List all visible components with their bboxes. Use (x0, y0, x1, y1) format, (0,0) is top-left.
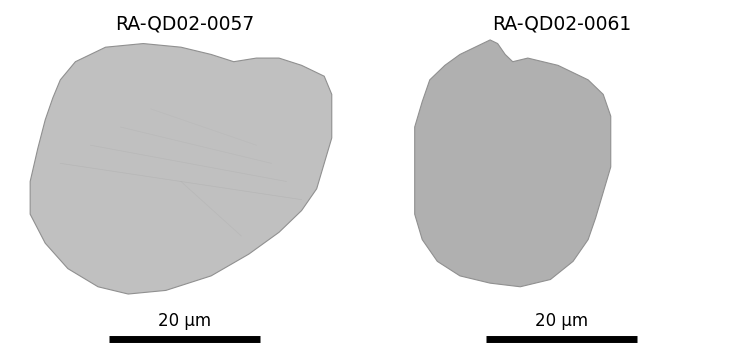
Text: RA-QD02-0061: RA-QD02-0061 (492, 14, 631, 33)
Polygon shape (30, 44, 332, 294)
Polygon shape (415, 40, 611, 287)
Text: 20 μm: 20 μm (158, 312, 211, 330)
Text: RA-QD02-0057: RA-QD02-0057 (115, 14, 254, 33)
Text: 20 μm: 20 μm (535, 312, 588, 330)
